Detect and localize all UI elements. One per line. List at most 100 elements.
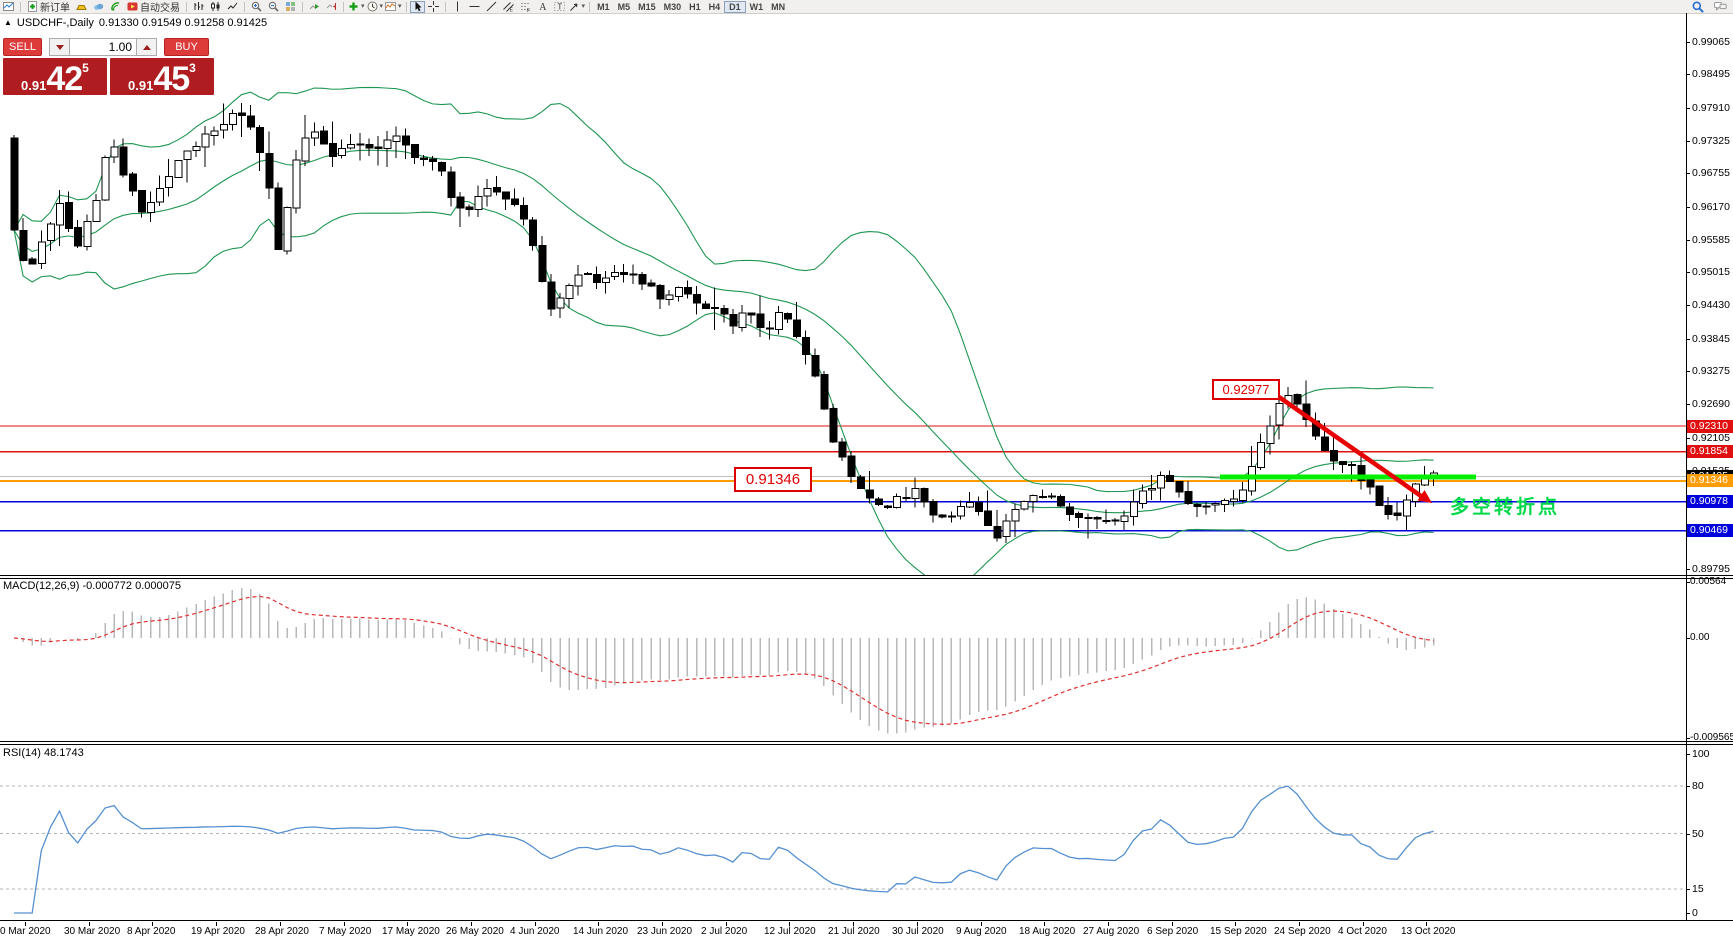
vertical-line-button[interactable]	[449, 1, 466, 13]
chart-shift-button[interactable]	[323, 1, 340, 13]
timeframe-button-m1[interactable]: M1	[597, 1, 610, 12]
rsi-tick-mark	[1686, 889, 1690, 890]
periods-button[interactable]: ▾	[366, 1, 385, 13]
candle-body	[301, 137, 310, 162]
macd-pane[interactable]	[0, 579, 1686, 740]
auto-scroll-button[interactable]	[306, 1, 323, 13]
main-chart[interactable]	[0, 13, 1686, 575]
candle-body	[156, 188, 165, 203]
time-tick-label: 26 May 2020	[446, 926, 504, 937]
pane-separator[interactable]	[0, 575, 1733, 576]
time-tick-label: 30 Jul 2020	[892, 926, 944, 937]
candle-body	[1220, 499, 1229, 505]
candle-body	[1293, 393, 1302, 405]
candle-body	[420, 157, 428, 161]
timeframe-button-w1[interactable]: W1	[749, 1, 764, 12]
buy-price-panel[interactable]: 0.91 45 3	[110, 58, 214, 96]
add-indicator-button[interactable]: ▾	[347, 1, 366, 13]
new-order-button[interactable]: 新订单	[24, 1, 73, 14]
red-trend-arrow[interactable]	[1277, 395, 1423, 498]
candle-body	[629, 273, 638, 276]
tile-windows-button[interactable]	[282, 1, 299, 13]
candle-body	[401, 135, 410, 146]
candle-body	[966, 502, 974, 508]
candle-body	[1084, 516, 1093, 520]
chart-preview-button[interactable]	[0, 1, 17, 13]
zoom-out-button[interactable]	[265, 1, 282, 13]
search-button[interactable]	[1689, 0, 1706, 13]
candle-body	[511, 198, 519, 205]
timeframe-button-m30[interactable]: M30	[663, 1, 682, 12]
candle-body	[228, 112, 237, 125]
candle-body	[1320, 436, 1329, 451]
sell-button[interactable]: SELL	[3, 38, 42, 56]
autotrade-button[interactable]: 自动交易	[124, 1, 183, 14]
text-label-button[interactable]: T	[551, 1, 568, 13]
candle-body	[429, 158, 438, 162]
horizontal-line-button[interactable]	[466, 1, 483, 13]
timeframe-button-d1[interactable]: D1	[724, 0, 746, 13]
fibonacci-button[interactable]: F	[517, 1, 534, 13]
candle-body	[1057, 496, 1065, 507]
line-chart-button[interactable]	[224, 1, 241, 13]
channel-button[interactable]: E	[500, 1, 517, 13]
sell-price-panel[interactable]: 0.91 42 5	[3, 58, 107, 96]
time-tick-mark	[662, 922, 663, 926]
volume-increase-button[interactable]	[136, 38, 157, 56]
timeframe-button-mn[interactable]: MN	[771, 1, 786, 12]
candle-body	[1375, 485, 1384, 506]
buy-button[interactable]: BUY	[164, 38, 209, 56]
peak-price-label[interactable]: 0.92977	[1212, 379, 1280, 400]
candle-body	[474, 196, 483, 211]
pivot-note-text[interactable]: 多空转折点	[1450, 497, 1561, 518]
one-click-collapse-icon[interactable]: ▲	[4, 18, 12, 27]
pane-separator	[0, 920, 1733, 921]
pane-separator[interactable]	[0, 744, 1733, 745]
candle-body	[802, 337, 811, 356]
candle-body	[911, 488, 920, 499]
volume-input[interactable]	[70, 38, 136, 56]
price-axis-border	[1686, 13, 1687, 921]
rsi-pane[interactable]	[0, 745, 1686, 919]
cursor-icon	[415, 1, 422, 12]
candle-body	[756, 313, 765, 328]
candle-body	[838, 441, 847, 458]
shapes-button[interactable]: ▾	[568, 1, 587, 13]
candlestick-chart-button[interactable]	[207, 1, 224, 13]
bar-chart-button[interactable]	[190, 1, 207, 13]
candle-body	[356, 143, 365, 146]
candle-body	[984, 510, 993, 526]
candle-body	[1047, 495, 1056, 498]
chat-button[interactable]	[1712, 1, 1729, 13]
support-price-label[interactable]: 0.91346	[734, 467, 812, 492]
time-tick-label: 4 Oct 2020	[1338, 926, 1387, 937]
zoom-in-button[interactable]	[248, 1, 265, 13]
candle-body	[611, 272, 620, 278]
timeframe-button-h1[interactable]: H1	[689, 1, 701, 12]
cloud-button[interactable]	[90, 1, 107, 13]
cursor-button[interactable]	[409, 0, 425, 13]
signals-button[interactable]	[107, 1, 124, 13]
pane-separator[interactable]	[0, 741, 1733, 742]
chevron-down-icon: ▾	[361, 3, 365, 10]
timeframe-button-m15[interactable]: M15	[638, 1, 656, 12]
volume-decrease-button[interactable]	[49, 38, 70, 56]
crosshair-button[interactable]	[425, 1, 442, 13]
price-tick-mark	[1686, 305, 1690, 306]
time-tick-label: 14 Jun 2020	[573, 926, 629, 937]
candle-body	[192, 145, 201, 152]
time-tick-mark	[981, 922, 982, 926]
candle-body	[383, 139, 392, 149]
templates-button[interactable]: ▾	[384, 1, 403, 13]
timeframe-button-m5[interactable]: M5	[617, 1, 631, 12]
pane-separator[interactable]	[0, 578, 1733, 579]
text-button[interactable]: A	[534, 1, 551, 13]
market-button[interactable]	[73, 1, 90, 13]
trendline-button[interactable]	[483, 1, 500, 13]
candle-body	[856, 476, 865, 490]
time-tick-mark	[216, 922, 217, 926]
horizontal-line-icon	[469, 6, 480, 7]
timeframe-button-h4[interactable]: H4	[708, 1, 721, 12]
macd-tick-mark	[1686, 582, 1690, 583]
rsi-tick-mark	[1686, 834, 1690, 835]
